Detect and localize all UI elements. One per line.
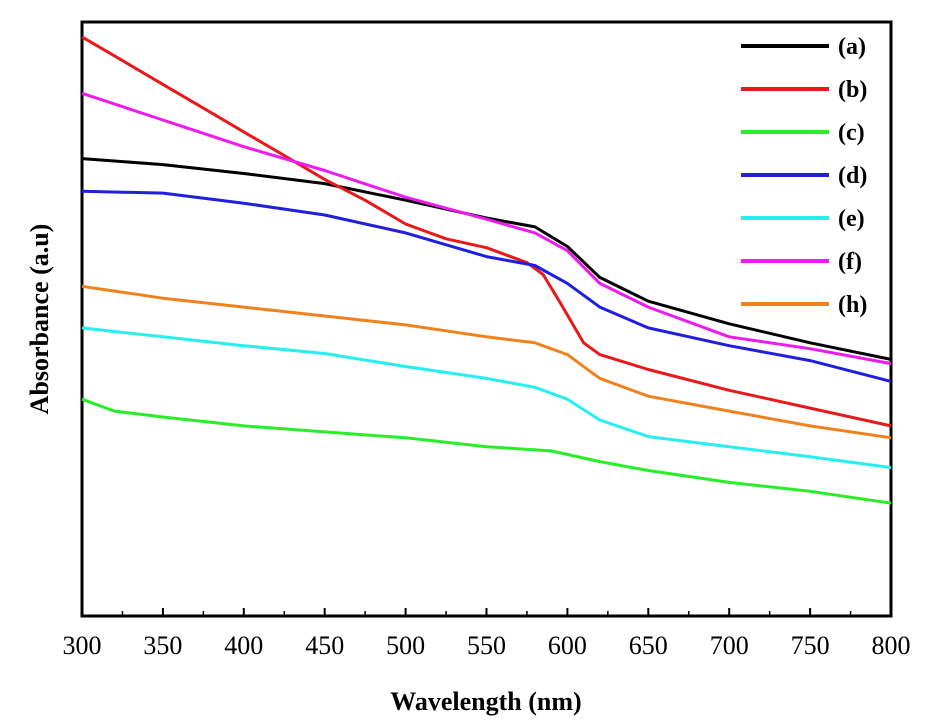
series-line-b [81,35,892,428]
series-lines [81,35,892,505]
series-line-h [81,284,892,440]
x-tick-label: 450 [305,631,344,660]
x-tick-label: 800 [872,631,911,660]
x-tick-label: 750 [791,631,830,660]
series-line-e [81,326,892,469]
legend-label: (a) [838,34,866,60]
x-tick-label: 550 [467,631,506,660]
x-tick-label: 400 [224,631,263,660]
x-axis-label: Wavelength (nm) [390,687,581,716]
legend-label: (f) [838,249,862,275]
x-tick-label: 350 [143,631,182,660]
series-line-c [81,397,892,505]
y-axis-label: Absorbance (a.u) [25,224,54,415]
x-tick-label: 650 [629,631,668,660]
x-tick-label: 500 [386,631,425,660]
x-tick-label: 600 [548,631,587,660]
plot-frame [80,20,893,618]
series-line-f [81,91,892,366]
series-line-a [81,157,892,361]
legend: (a) (b) (c) (d) (e) (f) (h) [741,34,867,318]
series-line-d [81,189,892,383]
legend-label: (b) [838,77,867,103]
x-axis-ticks: 300 350 400 450 500 550 600 650 700 750 800 [63,608,911,660]
legend-label: (c) [838,120,865,146]
legend-label: (h) [838,292,867,318]
legend-label: (e) [838,206,865,232]
legend-label: (d) [838,163,867,189]
x-tick-label: 700 [710,631,749,660]
x-tick-label: 300 [63,631,102,660]
